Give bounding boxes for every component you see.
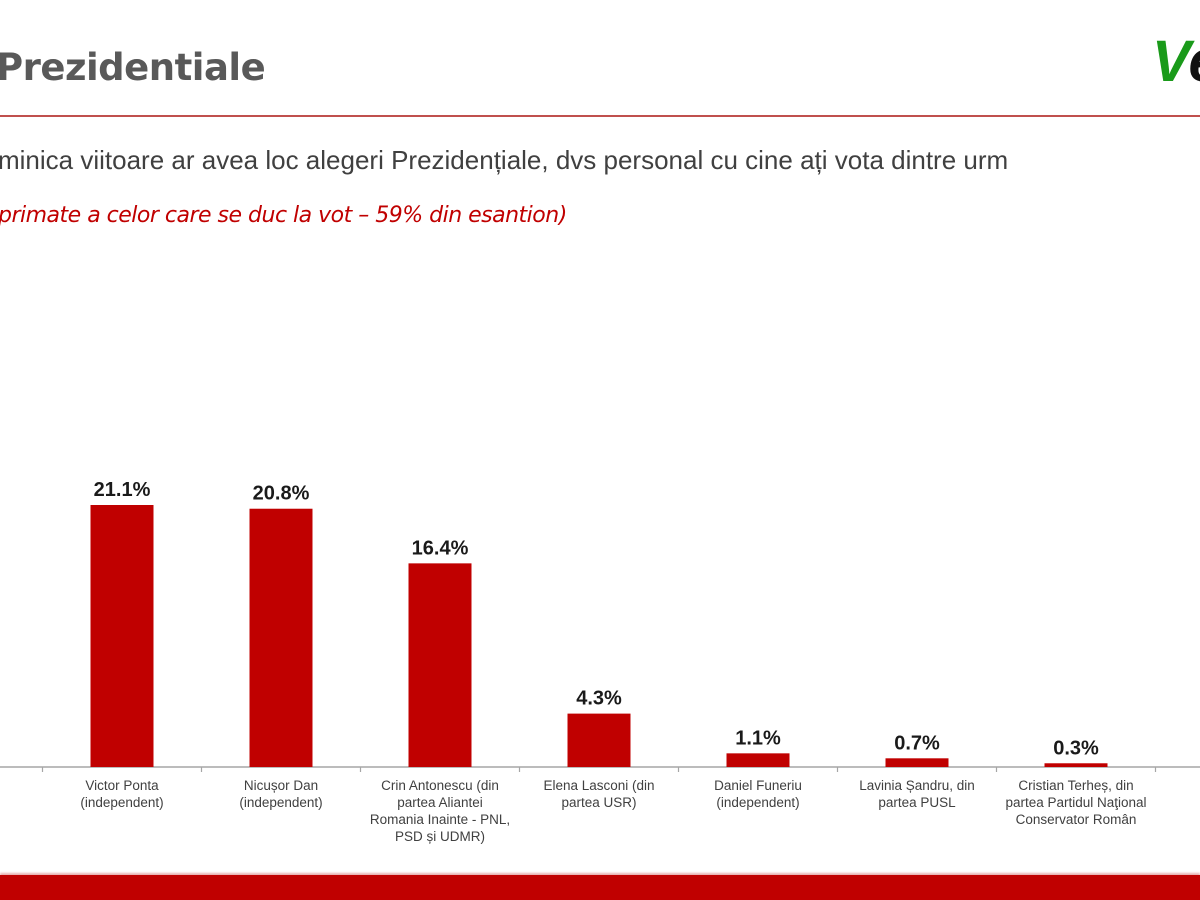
x-tick-label: (independent): [239, 795, 322, 810]
x-tick-label: partea USR): [561, 795, 636, 810]
bar: [1044, 763, 1108, 767]
x-tick-label: Daniel Funeriu: [714, 778, 802, 793]
data-label: 4.3%: [576, 688, 622, 710]
x-tick-label: Victor Ponta: [85, 778, 159, 793]
x-tick-label: partea Partidul Naţional: [1005, 795, 1146, 810]
bar: [885, 758, 949, 767]
x-tick-label: partea PUSL: [878, 795, 956, 810]
survey-question: minica viitoare ar avea loc alegeri Prez…: [0, 145, 1009, 175]
x-tick-label: (independent): [80, 795, 163, 810]
x-tick-label: partea Aliantei: [397, 795, 483, 810]
bar: [90, 505, 154, 767]
x-tick-label: Romania Inainte - PNL,: [370, 812, 510, 827]
logo-v: V: [1152, 29, 1189, 94]
sample-note: primate a celor care se duc la vot – 59%…: [0, 203, 567, 228]
x-tick-label: Nicușor Dan: [244, 778, 318, 793]
data-label: 0.7%: [894, 732, 940, 754]
header-divider: [0, 115, 1200, 117]
page-title: Prezidentiale: [0, 46, 266, 89]
brand-logo: Ve: [1152, 32, 1200, 92]
data-label: 16.4%: [412, 537, 469, 559]
logo-e: e: [1189, 29, 1200, 94]
x-tick-label: Conservator Român: [1016, 812, 1137, 827]
bar: [567, 713, 631, 767]
footer-bar: [0, 875, 1200, 900]
data-label: 0.3%: [1053, 737, 1099, 759]
x-tick-label: Lavinia Șandru, din: [859, 778, 975, 793]
bar: [726, 753, 790, 767]
bar: [249, 508, 313, 767]
x-tick-label: (independent): [716, 795, 799, 810]
x-tick-label: Crin Antonescu (din: [381, 778, 499, 793]
bar: [408, 563, 472, 767]
data-label: 20.8%: [253, 483, 310, 505]
data-label: 1.1%: [735, 727, 781, 749]
x-tick-label: Elena Lasconi (din: [543, 778, 654, 793]
x-tick-label: PSD și UDMR): [395, 829, 485, 844]
x-tick-label: Cristian Terheș, din: [1018, 778, 1133, 793]
data-label: 21.1%: [94, 479, 151, 501]
